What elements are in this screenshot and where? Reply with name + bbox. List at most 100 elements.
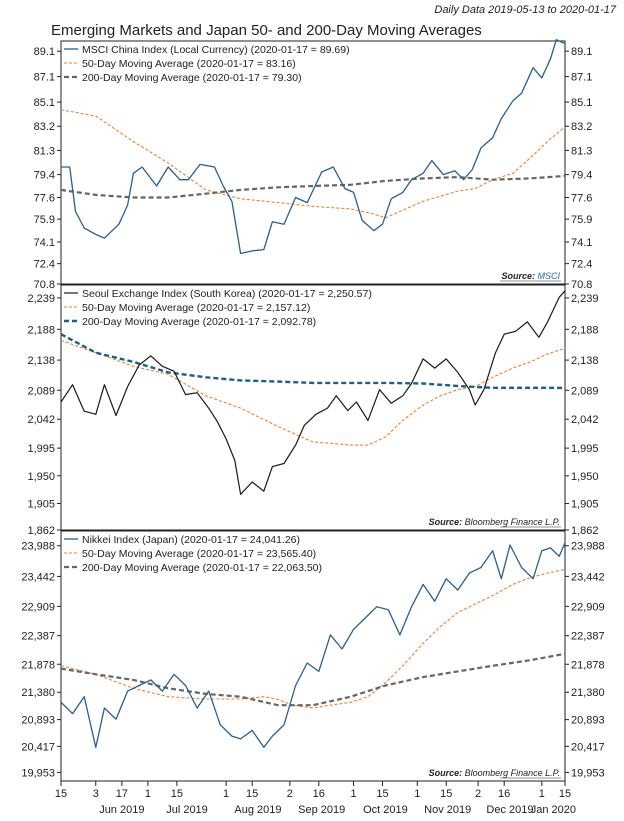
x-tick-label: 1: [145, 788, 151, 800]
y-tick-label-right: 2,239: [571, 293, 599, 305]
series-line-price: [60, 542, 566, 748]
x-tick-label: 15: [376, 788, 388, 800]
source-value: Bloomberg Finance L.P.: [465, 768, 560, 778]
x-tick-label: 16: [498, 788, 510, 800]
series-line-seoul-price: [60, 290, 566, 495]
x-tick-label: 17: [116, 788, 128, 800]
x-month-label: Aug 2019: [234, 804, 281, 816]
x-tick-label: 1: [350, 788, 356, 800]
y-tick-label-left: 75.9: [34, 214, 55, 226]
y-tick-label-right: 20,893: [571, 715, 605, 727]
y-tick-label-left: 1,995: [27, 443, 55, 455]
y-tick-label-right: 83.2: [571, 121, 592, 133]
source-value: Bloomberg Finance L.P.: [465, 517, 560, 527]
chart-title: Emerging Markets and Japan 50- and 200-D…: [51, 22, 482, 39]
y-tick-label-right: 75.9: [571, 214, 592, 226]
panel-frame: [60, 530, 566, 782]
y-tick-label-left: 2,188: [27, 324, 55, 336]
legend-label: 50-Day Moving Average (2020-01-17 = 2,15…: [82, 302, 310, 314]
y-tick-label-right: 81.3: [571, 145, 592, 157]
y-tick-label-left: 89.1: [34, 46, 55, 58]
y-tick-label-right: 2,089: [571, 385, 599, 397]
y-tick-label-left: 79.4: [34, 170, 55, 182]
panel-3: 23,988 23,988 23,442 23,442 22,909 22,909 22,3…: [21, 530, 605, 782]
x-month-label: Jul 2019: [166, 804, 208, 816]
legend-label: 50-Day Moving Average (2020-01-17 = 23,5…: [82, 548, 316, 560]
x-tick-label: 15: [440, 788, 452, 800]
y-tick-label-right: 1,862: [571, 525, 599, 537]
x-month-label: Jun 2019: [99, 804, 144, 816]
y-tick-label-right: 22,387: [571, 631, 605, 643]
y-tick-label-right: 22,909: [571, 601, 605, 613]
y-tick-label-right: 21,878: [571, 659, 605, 671]
y-tick-label-left: 70.8: [34, 279, 55, 291]
x-tick-label: 1: [414, 788, 420, 800]
legend-label: 50-Day Moving Average (2020-01-17 = 83.1…: [82, 58, 296, 70]
x-tick-label: 15: [171, 788, 183, 800]
y-tick-label-left: 1,950: [27, 471, 55, 483]
subtitle: Daily Data 2019-05-13 to 2020-01-17: [434, 4, 617, 16]
y-tick-label-right: 70.8: [571, 279, 592, 291]
series-line-ma200-teal: [60, 333, 566, 390]
y-tick-label-right: 20,417: [571, 741, 605, 753]
source-label: Source:: [429, 517, 465, 527]
source-note: Source: Bloomberg Finance L.P.: [429, 517, 560, 527]
y-tick-label-left: 81.3: [34, 145, 55, 157]
y-tick-label-left: 77.6: [34, 192, 55, 204]
legend-label: 200-Day Moving Average (2020-01-17 = 22,…: [82, 562, 322, 574]
y-tick-label-right: 87.1: [571, 72, 592, 84]
y-tick-label-right: 2,188: [571, 324, 599, 336]
y-tick-label-left: 72.4: [34, 259, 55, 271]
x-tick-label: 15: [246, 788, 258, 800]
y-tick-label-right: 1,905: [571, 499, 599, 511]
legend-label: 200-Day Moving Average (2020-01-17 = 79.…: [82, 72, 302, 84]
y-tick-label-left: 2,138: [27, 355, 55, 367]
x-tick-label: 2: [475, 788, 481, 800]
legend-label: Nikkei Index (Japan) (2020-01-17 = 24,04…: [82, 534, 300, 546]
y-tick-label-left: 83.2: [34, 121, 55, 133]
y-tick-label-right: 23,988: [571, 541, 605, 553]
source-value: MSCI: [538, 271, 561, 281]
y-tick-label-left: 87.1: [34, 72, 55, 84]
y-tick-label-left: 22,387: [21, 631, 55, 643]
series-line-price: [61, 39, 566, 255]
y-tick-label-right: 2,042: [571, 414, 599, 426]
series-line-ma200-gray: [60, 652, 566, 707]
y-tick-label-left: 21,380: [21, 687, 55, 699]
y-tick-label-left: 74.1: [34, 237, 55, 249]
y-tick-label-left: 2,089: [27, 385, 55, 397]
x-month-label: Sep 2019: [298, 804, 345, 816]
legend-label: 200-Day Moving Average (2020-01-17 = 2,0…: [82, 316, 316, 328]
y-tick-label-right: 72.4: [571, 259, 592, 271]
x-month-label: Nov 2019: [424, 804, 471, 816]
source-note: Source: MSCI: [501, 271, 560, 281]
y-tick-label-left: 19,953: [21, 767, 55, 779]
x-month-label: Dec 2019: [486, 804, 533, 816]
y-tick-label-left: 23,988: [21, 541, 55, 553]
legend-label: MSCI China Index (Local Currency) (2020-…: [82, 44, 350, 56]
y-tick-label-right: 79.4: [571, 170, 592, 182]
y-tick-label-left: 1,862: [27, 525, 55, 537]
series-line-ma50: [60, 109, 566, 219]
panel-frame: [60, 40, 566, 285]
legend-label: Seoul Exchange Index (South Korea) (2020…: [82, 288, 372, 300]
y-tick-label-right: 2,138: [571, 355, 599, 367]
x-tick-label: 1: [223, 788, 229, 800]
x-tick-label: 16: [313, 788, 325, 800]
source-note: Source: Bloomberg Finance L.P.: [429, 768, 560, 778]
x-month-label: Jan 2020: [531, 804, 576, 816]
y-tick-label-left: 1,905: [27, 499, 55, 511]
y-tick-label-right: 21,380: [571, 687, 605, 699]
x-month-label: Oct 2019: [363, 804, 408, 816]
source-label: Source:: [501, 271, 537, 281]
y-tick-label-right: 19,953: [571, 767, 605, 779]
y-tick-label-right: 23,442: [571, 571, 605, 583]
y-tick-label-right: 85.1: [571, 97, 592, 109]
y-tick-label-left: 21,878: [21, 659, 55, 671]
y-tick-label-left: 22,909: [21, 601, 55, 613]
y-tick-label-right: 89.1: [571, 46, 592, 58]
series-line-ma50: [60, 568, 566, 709]
x-tick-label: 3: [93, 788, 99, 800]
y-tick-label-left: 23,442: [21, 571, 55, 583]
